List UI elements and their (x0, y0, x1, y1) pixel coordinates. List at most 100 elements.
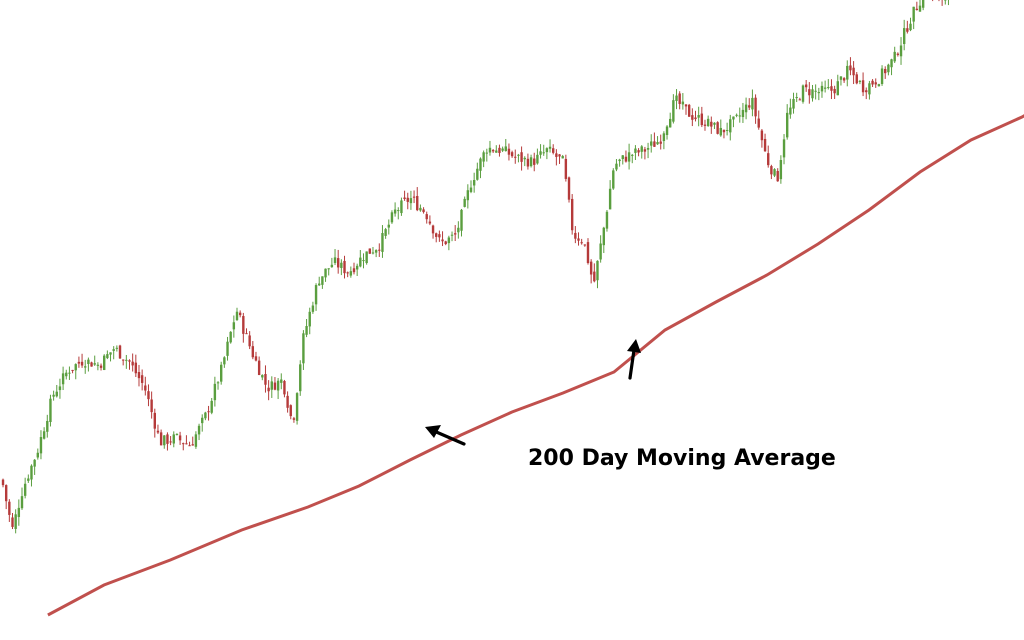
candle (235, 307, 239, 321)
candle-body (836, 81, 839, 96)
candle (393, 202, 397, 217)
candle (185, 435, 188, 445)
candle (422, 207, 425, 214)
candle (302, 330, 305, 370)
candle-body (444, 241, 447, 245)
candle (197, 423, 201, 441)
candle (792, 92, 795, 114)
candle-body (855, 74, 858, 84)
candle (229, 331, 232, 344)
candle (602, 226, 605, 254)
candle-body (504, 146, 507, 152)
candle (36, 448, 40, 460)
candle (501, 146, 504, 153)
candle (245, 328, 248, 335)
candle-body (58, 386, 62, 391)
candle (574, 226, 577, 244)
candle (387, 219, 390, 235)
candle (340, 259, 343, 276)
candle-body (112, 349, 115, 351)
candle-body (191, 444, 194, 446)
candle (627, 143, 631, 170)
candle (779, 155, 783, 184)
candle-body (299, 364, 302, 392)
candle (216, 381, 220, 390)
candle (153, 408, 156, 438)
candle-body (42, 431, 46, 439)
candle-body (861, 80, 865, 93)
candle-body (599, 243, 602, 260)
candle-body (276, 380, 280, 391)
candle (453, 225, 457, 242)
candle (817, 87, 821, 101)
candle (261, 374, 264, 381)
candle (264, 365, 267, 393)
candle (763, 133, 767, 152)
candle (846, 60, 849, 87)
candle-body (896, 53, 900, 55)
candle-body (849, 65, 852, 71)
candle (899, 37, 903, 65)
candle-body (479, 158, 482, 171)
candle-body (371, 252, 375, 254)
candle (852, 61, 855, 85)
candle-body (416, 195, 419, 211)
candle (561, 154, 564, 159)
candle (121, 359, 125, 366)
candle-body (868, 83, 871, 95)
candle-body (17, 507, 21, 518)
candle (428, 215, 432, 226)
candle (741, 102, 745, 123)
candle-body (681, 101, 685, 105)
candle-body (580, 242, 583, 244)
candle-body (491, 150, 495, 152)
arrow-up-pointer (627, 339, 641, 380)
candle (722, 129, 726, 139)
candle-body (55, 391, 58, 397)
candle-body (343, 260, 346, 274)
candle (299, 360, 302, 396)
candle-body (333, 257, 337, 263)
candle (713, 122, 716, 129)
candle (251, 341, 255, 360)
candle-body (561, 156, 564, 159)
candle (577, 232, 580, 246)
candle (748, 98, 751, 111)
candle-body (589, 261, 593, 275)
candle-body (71, 369, 74, 371)
candle-body (96, 364, 100, 366)
candle (624, 150, 628, 163)
candle-body (918, 5, 922, 12)
candle (80, 353, 84, 368)
candle (593, 263, 596, 283)
candle (115, 345, 119, 352)
candle-body (197, 425, 201, 435)
candle-body (280, 379, 283, 383)
candle (305, 318, 308, 338)
candle (798, 97, 802, 101)
candle-body (495, 150, 498, 153)
candle (42, 427, 46, 440)
candle-body (558, 154, 561, 157)
candle (84, 359, 87, 374)
candle-body (349, 271, 353, 276)
candle (77, 356, 81, 368)
candle-body (226, 341, 229, 356)
candle (567, 176, 571, 203)
candle-body (944, 0, 947, 1)
candle (839, 76, 843, 86)
candle-body (33, 459, 36, 467)
candle (14, 509, 17, 534)
candle (514, 149, 517, 164)
candle (469, 180, 473, 194)
candle (30, 464, 33, 487)
candle-body (631, 154, 634, 156)
candle-body (216, 382, 220, 384)
candle-body (74, 364, 77, 371)
candle (612, 168, 615, 190)
annotation-arrows (425, 339, 641, 446)
candle-body (804, 84, 808, 88)
candle (431, 224, 435, 239)
candle-body (245, 333, 248, 335)
candle-body (235, 311, 239, 321)
